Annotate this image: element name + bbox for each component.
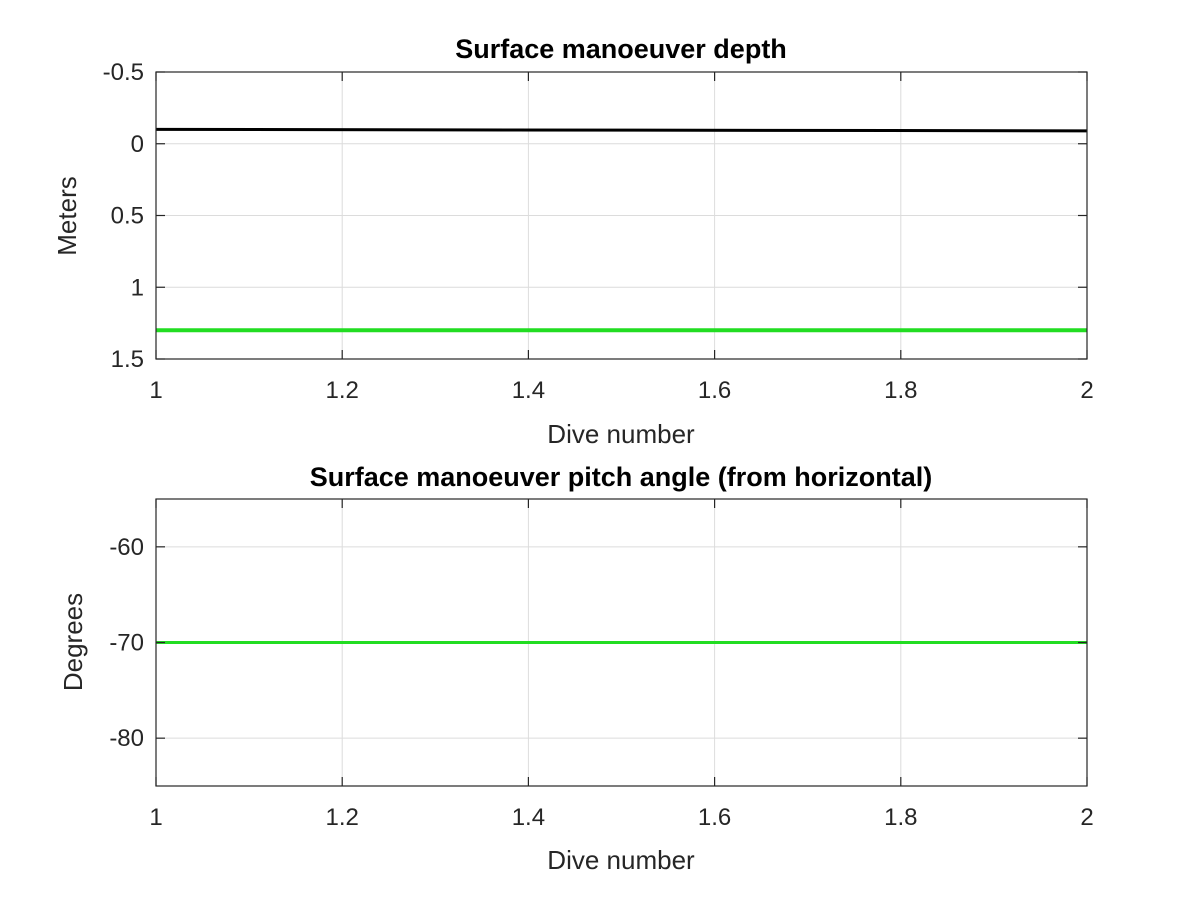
pitch-y-tick-label-2: -60: [109, 534, 144, 561]
depth-y-tick-label-2: 0.5: [111, 203, 144, 230]
depth-y-tick-label-1: 0: [131, 131, 144, 158]
depth-y-tick-label-4: 1.5: [111, 346, 144, 373]
pitch-x-tick-label-1: 1.2: [326, 804, 359, 831]
pitch-plot-area: 1 1.2 1.4 1.6 1.8 2 -80 -70 -60: [109, 498, 1094, 831]
pitch-x-tick-label-4: 1.8: [884, 804, 917, 831]
depth-xlabel: Dive number: [547, 419, 695, 449]
pitch-ylabel: Degrees: [58, 593, 88, 691]
depth-y-tick-label-3: 1: [131, 274, 144, 301]
pitch-x-tick-label-5: 2: [1080, 804, 1093, 831]
pitch-x-tick-label-3: 1.6: [698, 804, 731, 831]
pitch-title: Surface manoeuver pitch angle (from hori…: [310, 462, 933, 492]
depth-x-tick-label-4: 1.8: [884, 377, 917, 404]
depth-series-line-0: [155, 127, 1088, 133]
depth-ylabel: Meters: [52, 176, 82, 255]
pitch-subplot: Surface manoeuver pitch angle (from hori…: [58, 462, 1094, 875]
pitch-x-tick-label-0: 1: [149, 804, 162, 831]
depth-subplot: Surface manoeuver depth Dive number Mete…: [52, 34, 1094, 449]
depth-y-tick-label-0: -0.5: [103, 59, 144, 86]
depth-x-tick-label-0: 1: [149, 377, 162, 404]
pitch-y-tick-label-1: -70: [109, 630, 144, 657]
pitch-x-tick-label-2: 1.4: [512, 804, 545, 831]
depth-title: Surface manoeuver depth: [455, 34, 787, 64]
depth-x-tick-label-3: 1.6: [698, 377, 731, 404]
depth-x-tick-label-2: 1.4: [512, 377, 545, 404]
pitch-y-tick-label-0: -80: [109, 725, 144, 752]
depth-plot-area: 1 1.2 1.4 1.6 1.8 2-0.500.511.5: [103, 59, 1094, 404]
depth-x-tick-label-5: 2: [1080, 377, 1093, 404]
depth-x-tick-label-1: 1.2: [326, 377, 359, 404]
pitch-xlabel: Dive number: [547, 845, 695, 875]
